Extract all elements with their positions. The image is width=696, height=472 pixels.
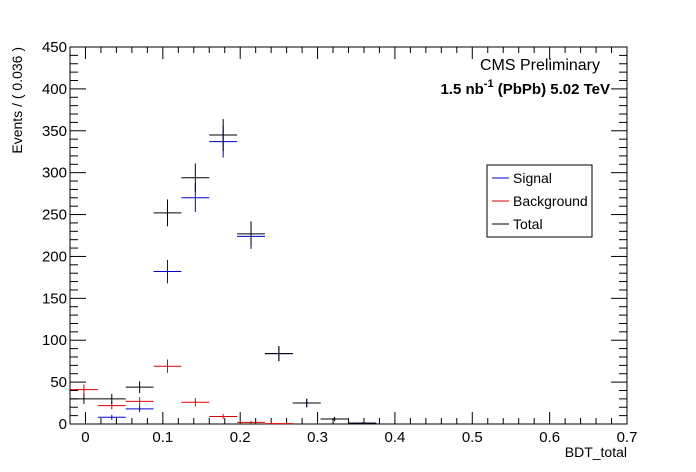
y-tick-label: 400 (42, 81, 67, 98)
data-point (97, 393, 126, 404)
x-axis-title: BDT_total (565, 444, 627, 460)
legend-label: Total (513, 216, 543, 232)
legend-label: Background (513, 193, 588, 209)
data-point (70, 384, 98, 395)
data-point (125, 397, 154, 406)
axis-ticks (69, 46, 628, 425)
x-tick-label: 0.5 (462, 429, 483, 446)
data-point (237, 421, 265, 424)
data-point (320, 416, 349, 422)
legend-entry-signal: Signal (492, 170, 552, 186)
data-point (209, 413, 238, 419)
y-tick-label: 0 (59, 416, 67, 433)
data-point (70, 393, 98, 404)
data-point (264, 423, 293, 425)
data-point (153, 199, 182, 227)
luminosity-exponent: -1 (484, 78, 494, 90)
y-tick-label: 450 (42, 39, 67, 56)
data-point (181, 163, 210, 192)
legend-entry-total: Total (492, 216, 543, 232)
y-tick-label: 100 (42, 332, 67, 349)
data-point (97, 414, 126, 420)
series-signal (97, 125, 544, 425)
data-point (125, 405, 154, 413)
data-point (153, 359, 182, 373)
series-background (70, 359, 293, 425)
luminosity-value: 1.5 nb (440, 81, 483, 98)
legend: Signal Background Total (486, 164, 593, 238)
x-tick-label: 0.7 (617, 429, 638, 446)
data-point (292, 398, 321, 408)
y-tick-label: 200 (42, 248, 67, 265)
y-tick-label: 250 (42, 207, 67, 224)
series-total (70, 119, 544, 425)
y-tick-label: 350 (42, 123, 67, 140)
tick-labels: 0 0.1 0.2 0.3 0.4 0.5 0.6 0.7 0 50 100 150 200 250 300… (42, 39, 637, 446)
data-marks (70, 119, 544, 425)
legend-entries: Signal Background Total (492, 170, 588, 232)
legend-label: Signal (513, 170, 552, 186)
data-point (181, 398, 210, 407)
data-point (125, 381, 154, 394)
y-tick-label: 50 (50, 374, 67, 391)
x-tick-label: 0.3 (307, 429, 328, 446)
luminosity-suffix: (PbPb) 5.02 TeV (494, 81, 610, 98)
legend-entry-background: Background (492, 193, 588, 209)
x-tick-label: 0 (81, 429, 89, 446)
luminosity-label: 1.5 nb-1 (PbPb) 5.02 TeV (440, 78, 610, 98)
y-axis-title: Events / ( 0.036 ) (9, 47, 25, 154)
experiment-label: CMS Preliminary (480, 57, 600, 74)
x-tick-label: 0.6 (539, 429, 560, 446)
data-point (237, 221, 265, 247)
x-tick-label: 0.2 (230, 429, 251, 446)
x-tick-label: 0.4 (384, 429, 405, 446)
x-tick-label: 0.1 (152, 429, 173, 446)
data-point (264, 346, 293, 362)
data-point (153, 259, 182, 284)
data-point (209, 119, 238, 151)
data-point (348, 422, 377, 424)
y-tick-label: 300 (42, 165, 67, 182)
y-tick-label: 150 (42, 290, 67, 307)
